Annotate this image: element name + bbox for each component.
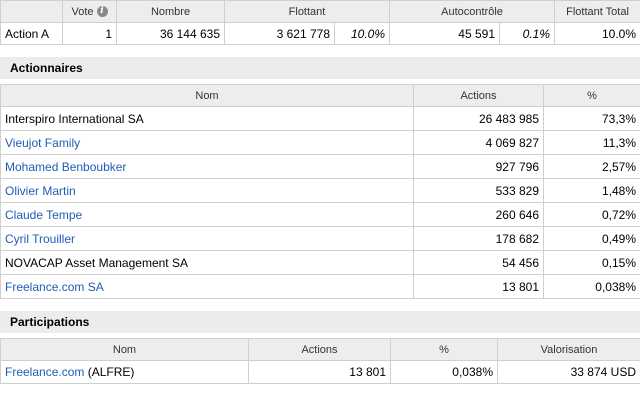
shareholder-actions: 54 456: [413, 250, 544, 275]
shareholder-name: NOVACAP Asset Management SA: [5, 255, 188, 270]
header-nom: Nom: [0, 338, 249, 361]
shareholder-name-cell: Olivier Martin: [0, 178, 414, 203]
nombre-value: 36 144 635: [116, 22, 225, 45]
header-autocontrole: Autocontrôle: [388, 0, 556, 23]
table-row: Freelance.com (ALFRE) 13 801 0,038% 33 8…: [0, 360, 640, 384]
vote-value: 1: [62, 22, 117, 45]
table-row: Action A 1 36 144 635 3 621 778 10.0% 45…: [0, 22, 640, 45]
header-vote: Vote i: [62, 0, 117, 23]
header-actions: Actions: [413, 84, 544, 107]
header-nom: Nom: [0, 84, 414, 107]
shareholder-link[interactable]: Freelance.com SA: [5, 279, 104, 294]
shareholder-name-cell: Vieujot Family: [0, 130, 414, 155]
table-row: Cyril Trouiller 178 682 0,49%: [0, 226, 640, 251]
autocontrole-value: 45 591: [389, 22, 500, 45]
table-row: Olivier Martin 533 829 1,48%: [0, 178, 640, 203]
participation-ticker: (ALFRE): [84, 365, 135, 379]
participation-link[interactable]: Freelance.com: [5, 365, 85, 379]
actionnaires-table: Nom Actions % Interspiro International S…: [0, 84, 640, 299]
shareholder-name-cell: NOVACAP Asset Management SA: [0, 250, 414, 275]
header-actions: Actions: [248, 338, 391, 361]
table-row: Mohamed Benboubker 927 796 2,57%: [0, 154, 640, 179]
shareholder-pct: 2,57%: [543, 154, 640, 179]
shareholder-actions: 260 646: [413, 202, 544, 227]
participations-table: Nom Actions % Valorisation Freelance.com…: [0, 338, 640, 384]
shareholder-link[interactable]: Claude Tempe: [5, 207, 83, 222]
header-pct: %: [390, 338, 498, 361]
flottant-pct: 10.0%: [334, 22, 390, 45]
table-row: NOVACAP Asset Management SA 54 456 0,15%: [0, 250, 640, 275]
shareholder-actions: 927 796: [413, 154, 544, 179]
shareholder-pct: 0,038%: [543, 274, 640, 299]
shareholder-pct: 11,3%: [543, 130, 640, 155]
table-row: Vieujot Family 4 069 827 11,3%: [0, 130, 640, 155]
shareholder-pct: 1,48%: [543, 178, 640, 203]
participations-title: Participations: [0, 311, 640, 333]
header-flottant-total: Flottant Total: [554, 0, 640, 23]
shareholder-name-cell: Cyril Trouiller: [0, 226, 414, 251]
shareholder-name-cell: Interspiro International SA: [0, 106, 414, 131]
header-nombre: Nombre: [116, 0, 225, 23]
header-valorisation: Valorisation: [497, 338, 640, 361]
flottant-value: 3 621 778: [224, 22, 335, 45]
header-empty: [0, 0, 63, 23]
shareholder-name: Interspiro International SA: [5, 111, 144, 126]
shareholder-pct: 73,3%: [543, 106, 640, 131]
shareholder-link[interactable]: Olivier Martin: [5, 183, 76, 198]
shareholder-actions: 4 069 827: [413, 130, 544, 155]
shareholder-name-cell: Freelance.com SA: [0, 274, 414, 299]
shareholder-pct: 0,72%: [543, 202, 640, 227]
shareholder-pct: 0,49%: [543, 226, 640, 251]
actionnaires-title: Actionnaires: [0, 57, 640, 79]
participation-name: Freelance.com (ALFRE): [0, 360, 249, 384]
participation-pct: 0,038%: [390, 360, 498, 384]
header-flottant: Flottant: [224, 0, 390, 23]
flottant-total-value: 10.0%: [554, 22, 640, 45]
table-row: Interspiro International SA 26 483 985 73,…: [0, 106, 640, 131]
shareholder-actions: 533 829: [413, 178, 544, 203]
shareholder-link[interactable]: Mohamed Benboubker: [5, 159, 127, 174]
autocontrole-pct: 0.1%: [498, 22, 556, 45]
participation-valorisation: 33 874 USD: [497, 360, 640, 384]
shareholder-actions: 26 483 985: [413, 106, 544, 131]
shareholder-link[interactable]: Cyril Trouiller: [5, 231, 76, 246]
shareholder-actions: 178 682: [413, 226, 544, 251]
shareholder-link[interactable]: Vieujot Family: [5, 135, 81, 150]
shareholder-name-cell: Mohamed Benboubker: [0, 154, 414, 179]
share-class-name: Action A: [0, 22, 63, 45]
share-class-table: Vote i Nombre Flottant Autocontrôle Flott…: [0, 0, 640, 45]
shareholder-name-cell: Claude Tempe: [0, 202, 414, 227]
info-icon[interactable]: i: [96, 6, 108, 18]
participation-actions: 13 801: [248, 360, 391, 384]
shareholder-pct: 0,15%: [543, 250, 640, 275]
shareholder-actions: 13 801: [413, 274, 544, 299]
header-pct: %: [543, 84, 640, 107]
table-row: Claude Tempe 260 646 0,72%: [0, 202, 640, 227]
table-row: Freelance.com SA 13 801 0,038%: [0, 274, 640, 299]
